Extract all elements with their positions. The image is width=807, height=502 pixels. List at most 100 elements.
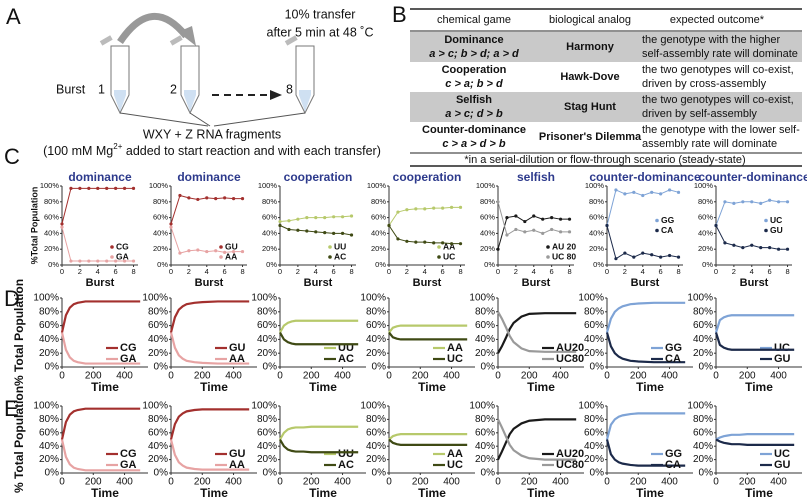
y-tick-label: 80%	[475, 306, 495, 317]
legend-label: AA	[447, 448, 463, 460]
connector	[119, 112, 209, 127]
tube-label: 1	[98, 82, 105, 96]
rows: Dominance a > c; b > d; a > d Harmony the g…	[422, 34, 800, 150]
series-line	[279, 319, 359, 334]
legend-label: AU20	[556, 448, 584, 460]
x-tick-label: 6	[223, 267, 227, 276]
point	[441, 206, 445, 210]
legend-label: AA	[447, 342, 463, 354]
connector	[189, 112, 211, 127]
series-line	[388, 433, 468, 441]
x-tick-label: 4	[205, 267, 209, 276]
x-tick-label: 6	[441, 267, 445, 276]
y-tick-label: 60%	[584, 320, 604, 331]
series-line	[497, 312, 577, 354]
x-tick-label: 2	[405, 267, 409, 276]
y-tick-label: 20%	[475, 348, 495, 359]
y-tick-label: 60%	[39, 427, 59, 438]
legend-label: UU	[334, 241, 346, 251]
panel-label: B	[392, 2, 407, 27]
y-tick-label: 60%	[475, 320, 495, 331]
y-tick-label: 0%	[481, 362, 496, 373]
x-axis-label: Time	[527, 486, 555, 500]
series-line	[497, 418, 577, 461]
x-tick-label: 0	[714, 267, 718, 276]
y-tick-label: 80%	[39, 414, 59, 425]
analog: Prisoner's Dilemma	[539, 131, 642, 143]
game: Cooperation	[442, 64, 507, 76]
x-tick-label: 0	[604, 371, 610, 382]
series-line	[170, 194, 243, 225]
y-tick-label: 0%	[263, 468, 278, 479]
point	[340, 215, 345, 219]
y-tick-label: 80%	[39, 306, 59, 317]
series-line	[605, 332, 686, 364]
point	[759, 246, 763, 250]
outcome: driven by cross-assembly	[642, 78, 767, 90]
x-axis-label: Burst	[740, 277, 769, 289]
point	[641, 193, 645, 198]
legend-label: GA	[120, 459, 137, 471]
y-tick-label: 20%	[257, 454, 277, 465]
game: Selfish	[456, 94, 492, 106]
chart-title: counter-dominance	[589, 170, 701, 184]
legend-swatch	[437, 255, 441, 259]
chart-title: counter-dominance	[698, 170, 807, 184]
x-tick-label: 200	[630, 477, 647, 488]
point	[532, 228, 536, 232]
x-axis-label: Time	[527, 380, 555, 394]
x-tick-label: 8	[567, 267, 571, 276]
series-line	[169, 332, 250, 365]
y-tick-label: 60%	[39, 320, 59, 331]
arrow-head	[270, 90, 282, 100]
y-tick-label: 40%	[480, 228, 495, 237]
y-tick-label: 0%	[48, 260, 59, 269]
point	[623, 192, 627, 196]
y-tick-label: 60%	[148, 427, 168, 438]
y-tick-label: 60%	[475, 427, 495, 438]
y-tick-label: 100%	[251, 293, 277, 304]
y-tick-label: 0%	[590, 362, 605, 373]
transfer-detail: after 5 min at 48 ˚C	[267, 25, 374, 39]
tube	[169, 35, 200, 115]
legend-label: UC 80	[552, 251, 576, 261]
x-tick-label: 200	[303, 371, 320, 382]
point	[550, 216, 554, 220]
series-line	[605, 412, 686, 440]
y-tick-label: 40%	[366, 441, 386, 452]
point	[732, 201, 736, 205]
point	[223, 250, 227, 254]
point	[768, 246, 772, 250]
point	[396, 210, 400, 214]
x-tick-label: 400	[116, 477, 133, 488]
y-tick-label: 80%	[257, 414, 277, 425]
x-tick-label: 400	[552, 371, 569, 382]
legend-swatch	[219, 245, 223, 249]
point	[541, 231, 545, 235]
y-tick-label: 100%	[476, 181, 496, 190]
point	[196, 197, 200, 202]
x-tick-label: 200	[412, 477, 429, 488]
transfer-text: 10% transfer	[285, 7, 356, 21]
x-tick-label: 4	[314, 267, 318, 276]
point	[296, 217, 300, 221]
x-axis-label: Time	[636, 486, 664, 500]
y-tick-label: 60%	[262, 213, 277, 222]
x-tick-label: 0	[496, 267, 500, 276]
point	[441, 241, 445, 245]
point	[60, 225, 64, 229]
series-line	[715, 438, 795, 446]
x-tick-label: 200	[85, 371, 102, 382]
y-tick-label: 40%	[39, 441, 59, 452]
point	[105, 259, 109, 263]
point	[567, 217, 572, 221]
y-tick-label: 100%	[469, 401, 495, 412]
y-tick-label: 20%	[39, 454, 59, 465]
legend-label: GU	[774, 459, 791, 471]
y-tick-label: 80%	[148, 414, 168, 425]
point	[214, 249, 218, 253]
x-tick-label: 4	[423, 267, 427, 276]
y-tick-label: 20%	[475, 454, 495, 465]
x-tick-label: 2	[623, 267, 627, 276]
y-tick-label: 20%	[584, 348, 604, 359]
